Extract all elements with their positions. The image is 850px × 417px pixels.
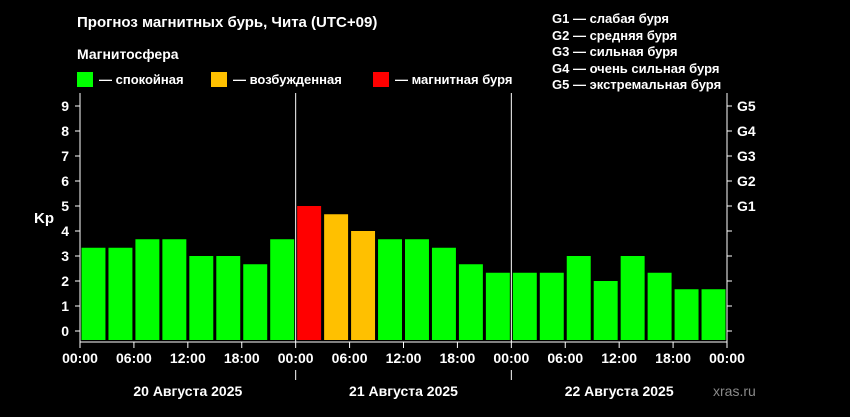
kp-bar <box>647 272 672 340</box>
y-tick-label: 7 <box>61 148 69 164</box>
watermark: xras.ru <box>713 383 756 399</box>
kp-bar <box>458 264 483 340</box>
x-tick-label: 00:00 <box>62 350 98 366</box>
legend-heading: Магнитосфера <box>77 46 179 62</box>
x-tick-label: 18:00 <box>440 350 476 366</box>
x-tick-label: 00:00 <box>709 350 745 366</box>
storm-scale-legend: G1 — слабая буря G2 — средняя буря G3 — … <box>552 11 721 94</box>
x-tick-label: 06:00 <box>332 350 368 366</box>
legend-item-storm: — магнитная буря <box>373 71 512 87</box>
y-tick-label: 0 <box>61 323 69 339</box>
x-tick-label: 12:00 <box>601 350 637 366</box>
storm-scale-g1: G1 — слабая буря <box>552 11 670 26</box>
storm-scale-g4: G4 — очень сильная буря <box>552 60 720 76</box>
kp-bar <box>405 239 429 340</box>
x-tick-label: 00:00 <box>493 350 529 366</box>
g-tick-label: G3 <box>737 148 756 164</box>
storm-scale-g3: G3 — сильная буря <box>552 44 678 59</box>
kp-bar <box>108 247 133 340</box>
g-tick-label: G1 <box>737 198 756 214</box>
y-tick-label: 2 <box>61 273 69 289</box>
kp-bar <box>216 256 241 340</box>
kp-bar <box>485 272 510 340</box>
x-tick-label: 12:00 <box>386 350 422 366</box>
storm-scale-g5: G5 — экстремальная буря <box>552 77 722 92</box>
legend-item-active: — возбужденная <box>211 71 342 87</box>
g-tick-label: G2 <box>737 173 756 189</box>
kp-bar <box>539 272 564 340</box>
x-tick-label: 18:00 <box>224 350 260 366</box>
kp-bar <box>135 239 160 340</box>
y-axis-label: Kp <box>34 210 54 227</box>
g-tick-label: G5 <box>737 98 756 114</box>
g-tick-label: G4 <box>737 123 756 139</box>
x-tick-label: 06:00 <box>547 350 583 366</box>
y-tick-label: 6 <box>61 173 69 189</box>
kp-bar <box>431 247 456 340</box>
kp-bar <box>512 272 537 340</box>
kp-bar <box>243 264 268 340</box>
x-tick-label: 06:00 <box>116 350 152 366</box>
y-tick-label: 1 <box>61 298 69 314</box>
y-tick-label: 4 <box>61 223 69 239</box>
x-tick-label: 00:00 <box>278 350 314 366</box>
kp-bar <box>297 206 322 340</box>
y-tick-label: 8 <box>61 123 69 139</box>
kp-bar <box>566 256 591 340</box>
legend-label-quiet: — спокойная <box>99 71 184 87</box>
kp-bar <box>81 247 106 340</box>
kp-bar <box>620 256 645 340</box>
x-tick-label: 18:00 <box>655 350 691 366</box>
legend-swatch-quiet <box>77 71 93 87</box>
legend-label-storm: — магнитная буря <box>395 71 513 87</box>
kp-bar <box>324 214 349 340</box>
x-tick-label: 12:00 <box>170 350 206 366</box>
y-tick-label: 3 <box>61 248 69 264</box>
kp-bar <box>162 239 187 340</box>
kp-bar <box>189 256 214 340</box>
day-label: 21 Августа 2025 <box>349 383 458 399</box>
legend-label-active: — возбужденная <box>233 71 342 87</box>
day-label: 20 Августа 2025 <box>133 383 242 399</box>
legend-swatch-active <box>211 71 227 87</box>
legend-swatch-storm <box>373 71 389 87</box>
kp-bar <box>701 289 726 340</box>
kp-bar <box>674 289 699 340</box>
kp-bar <box>351 231 376 340</box>
y-tick-label: 9 <box>61 98 69 114</box>
kp-bar <box>593 281 618 340</box>
storm-scale-g2: G2 — средняя буря <box>552 27 678 43</box>
kp-bar <box>270 239 295 340</box>
legend-item-quiet: — спокойная <box>77 71 184 87</box>
chart-title: Прогноз магнитных бурь, Чита (UTC+09) <box>77 14 378 31</box>
day-label: 22 Августа 2025 <box>565 383 674 399</box>
kp-bar <box>378 239 402 340</box>
y-tick-label: 5 <box>61 198 69 214</box>
